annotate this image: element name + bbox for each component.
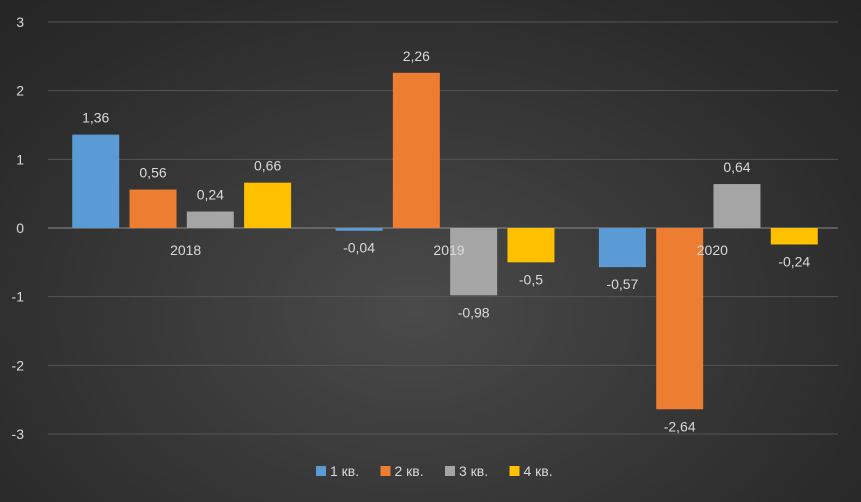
data-label: 0,66 — [254, 158, 281, 174]
legend-swatch-q4 — [509, 466, 520, 476]
y-tick-label: 3 — [16, 14, 24, 30]
category-labels: 2018 2019 2020 — [170, 242, 728, 258]
bar-2019-q1 — [335, 228, 383, 231]
y-tick-label: 0 — [16, 220, 24, 236]
data-label: -0,24 — [778, 253, 810, 269]
legend: 1 кв. 2 кв. 3 кв. 4 кв. — [316, 463, 553, 479]
y-tick-label: 1 — [16, 151, 24, 167]
y-tick-label: -2 — [12, 357, 25, 373]
y-tick-label: 2 — [16, 83, 24, 99]
data-label: -0,04 — [343, 240, 375, 256]
category-label-2020: 2020 — [697, 242, 728, 258]
bar-2019-q4 — [507, 228, 555, 263]
data-label: -2,64 — [664, 418, 696, 434]
data-label: -0,98 — [458, 304, 490, 320]
y-axis: 3 2 1 0 -1 -2 -3 — [12, 14, 25, 442]
bar-2019-q2 — [392, 72, 440, 229]
legend-label-q3: 3 кв. — [459, 463, 488, 479]
data-label: 1,36 — [82, 110, 109, 126]
data-label: 0,24 — [197, 187, 224, 203]
legend-swatch-q3 — [445, 466, 455, 476]
legend-swatch-q2 — [380, 466, 391, 476]
legend-label-q4: 4 кв. — [524, 463, 553, 479]
bar-2020-q4 — [770, 228, 818, 245]
bar-2018-q4 — [244, 182, 292, 228]
category-label-2019: 2019 — [433, 242, 464, 258]
category-label-2018: 2018 — [170, 242, 201, 258]
bar-2019-q3 — [450, 228, 498, 296]
data-label: -0,57 — [606, 276, 638, 292]
legend-label-q2: 2 кв. — [395, 463, 424, 479]
data-label: 0,64 — [723, 159, 750, 175]
bar-2018-q3 — [186, 211, 234, 228]
bar-2020-q2 — [656, 228, 704, 410]
bar-2020-q3 — [713, 184, 761, 228]
data-label: 0,56 — [139, 165, 166, 181]
legend-swatch-q1 — [316, 466, 326, 476]
bar-2018-q1 — [72, 134, 120, 228]
data-label: 2,26 — [403, 48, 430, 64]
data-label: -0,5 — [519, 271, 543, 287]
bar-2018-q2 — [129, 189, 177, 228]
y-tick-label: -3 — [12, 426, 25, 442]
legend-label-q1: 1 кв. — [330, 463, 359, 479]
gridlines — [48, 21, 838, 435]
y-tick-label: -1 — [12, 289, 25, 305]
bars — [72, 72, 818, 410]
bar-2020-q1 — [598, 228, 646, 268]
data-labels: 1,36 0,56 0,24 0,66 -0,04 2,26 -0,98 -0,5 -0,57 -… — [82, 48, 810, 434]
